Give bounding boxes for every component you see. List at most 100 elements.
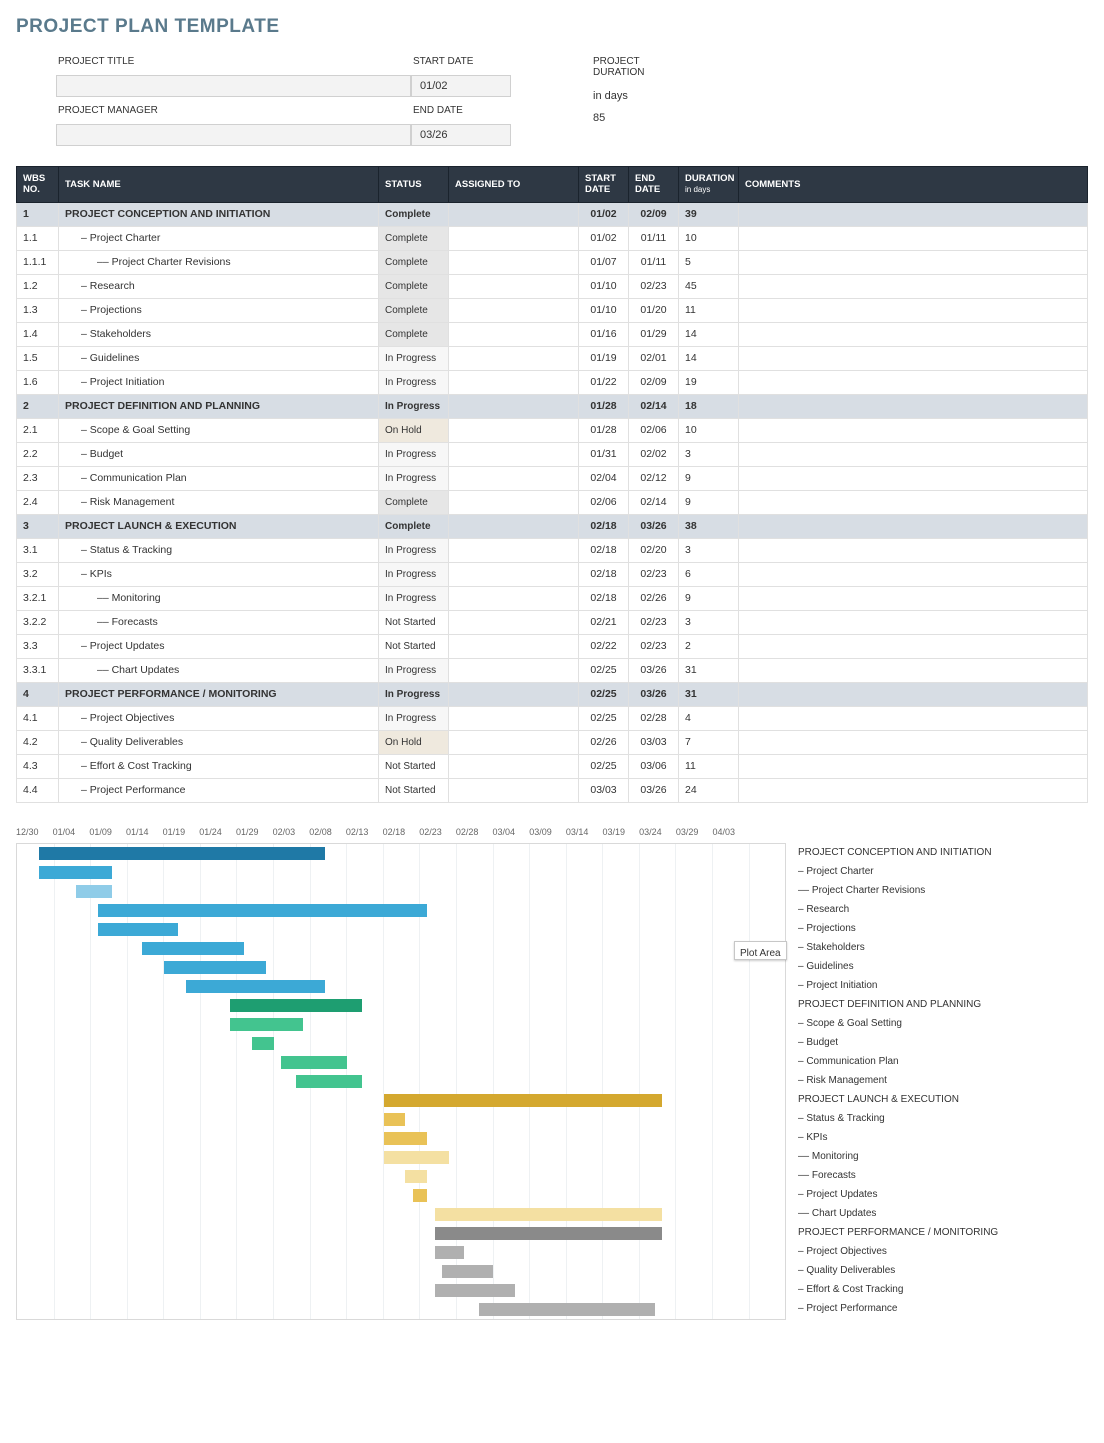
cell-status[interactable]: In Progress bbox=[379, 658, 449, 682]
cell-comments[interactable] bbox=[739, 730, 1088, 754]
cell-assigned[interactable] bbox=[449, 202, 579, 226]
cell-comments[interactable] bbox=[739, 514, 1088, 538]
table-row[interactable]: 2.3– Communication PlanIn Progress02/040… bbox=[17, 466, 1088, 490]
cell-status[interactable]: Complete bbox=[379, 322, 449, 346]
gantt-bar[interactable] bbox=[405, 1170, 427, 1183]
cell-assigned[interactable] bbox=[449, 418, 579, 442]
cell-status[interactable]: Not Started bbox=[379, 778, 449, 802]
cell-assigned[interactable] bbox=[449, 346, 579, 370]
table-row[interactable]: 4.1– Project ObjectivesIn Progress02/250… bbox=[17, 706, 1088, 730]
cell-status[interactable]: In Progress bbox=[379, 538, 449, 562]
cell-comments[interactable] bbox=[739, 442, 1088, 466]
cell-comments[interactable] bbox=[739, 706, 1088, 730]
gantt-chart[interactable] bbox=[16, 843, 786, 1320]
cell-status[interactable]: In Progress bbox=[379, 586, 449, 610]
cell-comments[interactable] bbox=[739, 778, 1088, 802]
end-date-input[interactable]: 03/26 bbox=[411, 124, 511, 146]
gantt-bar[interactable] bbox=[98, 923, 179, 936]
table-row[interactable]: 4.3– Effort & Cost TrackingNot Started02… bbox=[17, 754, 1088, 778]
table-row[interactable]: 2PROJECT DEFINITION AND PLANNINGIn Progr… bbox=[17, 394, 1088, 418]
table-row[interactable]: 3.3.1–– Chart UpdatesIn Progress02/2503/… bbox=[17, 658, 1088, 682]
gantt-bar[interactable] bbox=[230, 1018, 303, 1031]
table-row[interactable]: 3.2.1–– MonitoringIn Progress02/1802/269 bbox=[17, 586, 1088, 610]
cell-assigned[interactable] bbox=[449, 370, 579, 394]
gantt-bar[interactable] bbox=[384, 1151, 450, 1164]
cell-comments[interactable] bbox=[739, 682, 1088, 706]
cell-comments[interactable] bbox=[739, 226, 1088, 250]
gantt-bar[interactable] bbox=[230, 999, 362, 1012]
cell-assigned[interactable] bbox=[449, 322, 579, 346]
gantt-bar[interactable] bbox=[479, 1303, 655, 1316]
table-row[interactable]: 3.2– KPIsIn Progress02/1802/236 bbox=[17, 562, 1088, 586]
cell-assigned[interactable] bbox=[449, 754, 579, 778]
gantt-bar[interactable] bbox=[435, 1227, 662, 1240]
cell-assigned[interactable] bbox=[449, 706, 579, 730]
start-date-input[interactable]: 01/02 bbox=[411, 75, 511, 97]
table-row[interactable]: 4PROJECT PERFORMANCE / MONITORINGIn Prog… bbox=[17, 682, 1088, 706]
table-row[interactable]: 4.2– Quality DeliverablesOn Hold02/2603/… bbox=[17, 730, 1088, 754]
cell-assigned[interactable] bbox=[449, 658, 579, 682]
gantt-bar[interactable] bbox=[384, 1132, 428, 1145]
cell-status[interactable]: In Progress bbox=[379, 394, 449, 418]
cell-status[interactable]: Complete bbox=[379, 226, 449, 250]
gantt-bar[interactable] bbox=[413, 1189, 428, 1202]
project-title-input[interactable] bbox=[56, 75, 411, 97]
cell-assigned[interactable] bbox=[449, 226, 579, 250]
cell-comments[interactable] bbox=[739, 634, 1088, 658]
cell-assigned[interactable] bbox=[449, 634, 579, 658]
cell-comments[interactable] bbox=[739, 586, 1088, 610]
cell-comments[interactable] bbox=[739, 298, 1088, 322]
cell-comments[interactable] bbox=[739, 610, 1088, 634]
cell-assigned[interactable] bbox=[449, 514, 579, 538]
table-row[interactable]: 1.5– GuidelinesIn Progress01/1902/0114 bbox=[17, 346, 1088, 370]
gantt-bar[interactable] bbox=[142, 942, 245, 955]
cell-status[interactable]: Complete bbox=[379, 250, 449, 274]
gantt-bar[interactable] bbox=[98, 904, 428, 917]
cell-status[interactable]: Complete bbox=[379, 274, 449, 298]
cell-comments[interactable] bbox=[739, 370, 1088, 394]
table-row[interactable]: 3.1– Status & TrackingIn Progress02/1802… bbox=[17, 538, 1088, 562]
table-row[interactable]: 1PROJECT CONCEPTION AND INITIATIONComple… bbox=[17, 202, 1088, 226]
cell-status[interactable]: Not Started bbox=[379, 610, 449, 634]
gantt-bar[interactable] bbox=[76, 885, 113, 898]
cell-comments[interactable] bbox=[739, 562, 1088, 586]
cell-assigned[interactable] bbox=[449, 442, 579, 466]
table-row[interactable]: 2.1– Scope & Goal SettingOn Hold01/2802/… bbox=[17, 418, 1088, 442]
cell-comments[interactable] bbox=[739, 658, 1088, 682]
table-row[interactable]: 2.4– Risk ManagementComplete02/0602/149 bbox=[17, 490, 1088, 514]
gantt-bar[interactable] bbox=[384, 1113, 406, 1126]
cell-comments[interactable] bbox=[739, 754, 1088, 778]
cell-comments[interactable] bbox=[739, 418, 1088, 442]
gantt-bar[interactable] bbox=[435, 1208, 662, 1221]
cell-assigned[interactable] bbox=[449, 610, 579, 634]
cell-comments[interactable] bbox=[739, 346, 1088, 370]
gantt-bar[interactable] bbox=[39, 847, 325, 860]
table-row[interactable]: 1.4– StakeholdersComplete01/1601/2914 bbox=[17, 322, 1088, 346]
table-row[interactable]: 4.4– Project PerformanceNot Started03/03… bbox=[17, 778, 1088, 802]
cell-comments[interactable] bbox=[739, 250, 1088, 274]
cell-assigned[interactable] bbox=[449, 466, 579, 490]
cell-status[interactable]: Complete bbox=[379, 514, 449, 538]
cell-comments[interactable] bbox=[739, 202, 1088, 226]
table-row[interactable]: 1.1.1–– Project Charter RevisionsComplet… bbox=[17, 250, 1088, 274]
cell-comments[interactable] bbox=[739, 394, 1088, 418]
gantt-bar[interactable] bbox=[164, 961, 267, 974]
cell-status[interactable]: In Progress bbox=[379, 370, 449, 394]
cell-assigned[interactable] bbox=[449, 490, 579, 514]
cell-assigned[interactable] bbox=[449, 586, 579, 610]
cell-status[interactable]: In Progress bbox=[379, 466, 449, 490]
table-row[interactable]: 1.3– ProjectionsComplete01/1001/2011 bbox=[17, 298, 1088, 322]
cell-assigned[interactable] bbox=[449, 682, 579, 706]
cell-status[interactable]: In Progress bbox=[379, 442, 449, 466]
cell-comments[interactable] bbox=[739, 322, 1088, 346]
table-row[interactable]: 2.2– BudgetIn Progress01/3102/023 bbox=[17, 442, 1088, 466]
table-row[interactable]: 1.1– Project CharterComplete01/0201/1110 bbox=[17, 226, 1088, 250]
project-manager-input[interactable] bbox=[56, 124, 411, 146]
table-row[interactable]: 3.3– Project UpdatesNot Started02/2202/2… bbox=[17, 634, 1088, 658]
cell-assigned[interactable] bbox=[449, 250, 579, 274]
cell-comments[interactable] bbox=[739, 538, 1088, 562]
cell-assigned[interactable] bbox=[449, 298, 579, 322]
cell-status[interactable]: In Progress bbox=[379, 706, 449, 730]
cell-status[interactable]: On Hold bbox=[379, 418, 449, 442]
gantt-bar[interactable] bbox=[442, 1265, 493, 1278]
